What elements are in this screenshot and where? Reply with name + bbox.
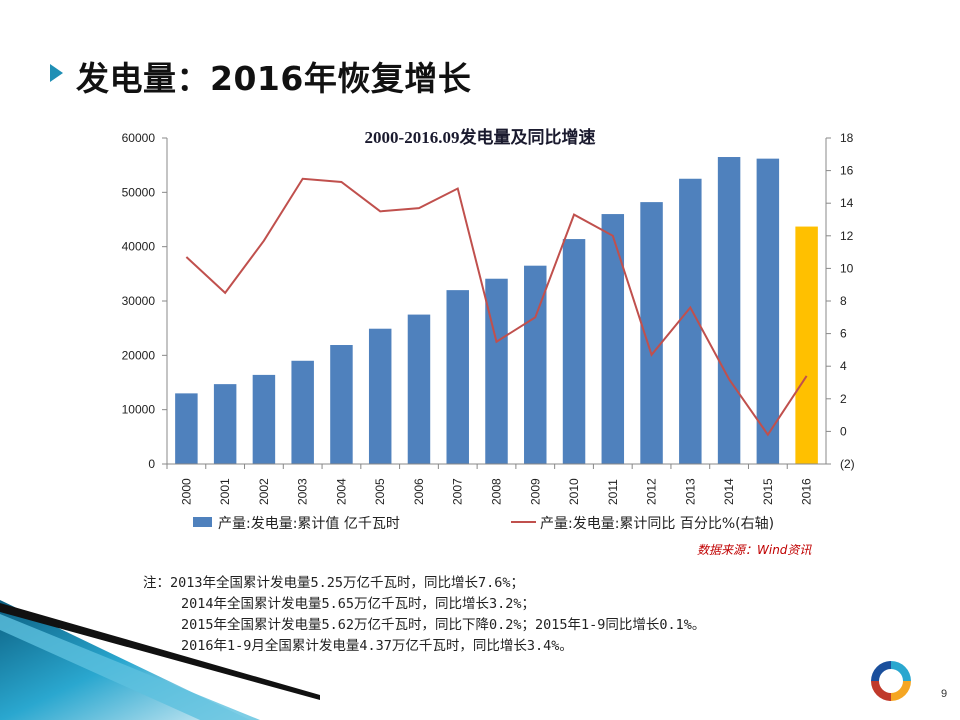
x-tick-label: 2014: [722, 478, 736, 505]
right-tick-label: 14: [840, 196, 854, 210]
left-tick-label: 50000: [122, 185, 156, 199]
bar: [679, 178, 702, 464]
x-tick-label: 2007: [451, 478, 465, 505]
bar: [213, 384, 237, 464]
bar: [717, 157, 741, 464]
legend-line-label: 产量:发电量:累计同比 百分比%(右轴): [540, 516, 774, 532]
note-line: 2014年全国累计发电量5.65万亿千瓦时，同比增长3.2%；: [181, 596, 536, 612]
left-tick-label: 20000: [122, 348, 156, 362]
bar: [640, 202, 663, 464]
x-tick-label: 2009: [528, 478, 542, 505]
bar: [756, 158, 780, 464]
right-tick-label: (2): [840, 457, 855, 471]
note-line: 注：2013年全国累计发电量5.25万亿千瓦时，同比增长7.6%；: [143, 575, 525, 591]
note-line: 2015年全国累计发电量5.62万亿千瓦时，同比下降0.2%；2015年1-9同…: [181, 617, 706, 633]
right-tick-label: 0: [840, 424, 847, 438]
x-axis: 2000 2001 2002 2003 2004 2005 2006 2007 2008 2009…: [166, 463, 826, 505]
note-line: 2016年1-9月全国累计发电量4.37万亿千瓦时，同比增长3.4%。: [181, 638, 573, 654]
right-tick-label: 2: [840, 392, 847, 406]
bar: [407, 314, 431, 464]
x-tick-label: 2016: [800, 478, 814, 505]
page-number: 9: [941, 688, 948, 700]
chart-title: 2000-2016.09发电量及同比增速: [365, 127, 596, 147]
x-tick-label: 2005: [373, 478, 387, 505]
left-tick-label: 40000: [122, 240, 156, 254]
x-tick-label: 2011: [606, 479, 620, 505]
right-tick-label: 8: [840, 294, 847, 308]
right-tick-label: 4: [840, 359, 847, 373]
swoosh-light: [0, 614, 260, 720]
x-tick-label: 2015: [761, 478, 775, 505]
left-tick-label: 60000: [122, 131, 156, 145]
right-tick-label: 12: [840, 229, 854, 243]
note-prefix: 注：: [143, 575, 170, 591]
bar: [330, 345, 353, 464]
bar-series: [175, 157, 818, 464]
x-tick-label: 2000: [179, 478, 193, 505]
right-tick-label: 16: [840, 164, 854, 178]
bar: [252, 374, 276, 464]
right-axis: (2) 0 2 4 6 8 10 12 14 16 18: [825, 131, 855, 471]
swoosh-blue: [0, 600, 250, 720]
line-series: [185, 177, 808, 437]
x-tick-label: 2006: [412, 478, 426, 505]
legend-bar-swatch: [193, 517, 212, 527]
x-tick-label: 2002: [257, 478, 271, 505]
line-series-path: [185, 177, 808, 437]
bar: [446, 290, 469, 464]
bar: [795, 226, 818, 464]
legend-bar-label: 产量:发电量:累计值 亿千瓦时: [218, 516, 400, 532]
x-tick-label: 2008: [490, 478, 504, 505]
bar: [601, 214, 625, 464]
x-tick-label: 2013: [683, 478, 697, 505]
swoosh-black: [0, 603, 320, 700]
bar: [524, 265, 547, 464]
data-source: 数据来源：Wind资讯: [697, 543, 812, 557]
notes: 注：2013年全国累计发电量5.25万亿千瓦时，同比增长7.6%； 2014年全…: [143, 573, 705, 657]
right-tick-label: 18: [840, 131, 854, 145]
left-tick-label: 10000: [122, 403, 156, 417]
company-logo-icon: [871, 661, 911, 701]
right-tick-label: 10: [840, 261, 854, 275]
bar: [485, 278, 508, 464]
legend: 产量:发电量:累计值 亿千瓦时 产量:发电量:累计同比 百分比%(右轴): [193, 516, 774, 532]
title-bullet-icon: [50, 64, 63, 82]
bar: [175, 393, 198, 464]
x-tick-label: 2012: [645, 478, 659, 505]
left-tick-label: 30000: [122, 294, 156, 308]
left-tick-label: 0: [148, 457, 155, 471]
bar: [368, 328, 392, 464]
chart: 2000-2016.09发电量及同比增速 0100002000030000400…: [122, 127, 855, 532]
x-tick-label: 2010: [567, 478, 581, 505]
slide-title: 发电量：2016年恢复增长: [76, 59, 472, 98]
bar: [562, 239, 586, 464]
x-tick-label: 2001: [218, 478, 232, 505]
bar: [291, 360, 314, 464]
right-tick-label: 6: [840, 327, 847, 341]
x-tick-label: 2003: [296, 478, 310, 505]
x-tick-label: 2004: [334, 478, 348, 505]
left-axis: 0 10000 20000 30000 40000 50000 60000: [122, 131, 168, 471]
